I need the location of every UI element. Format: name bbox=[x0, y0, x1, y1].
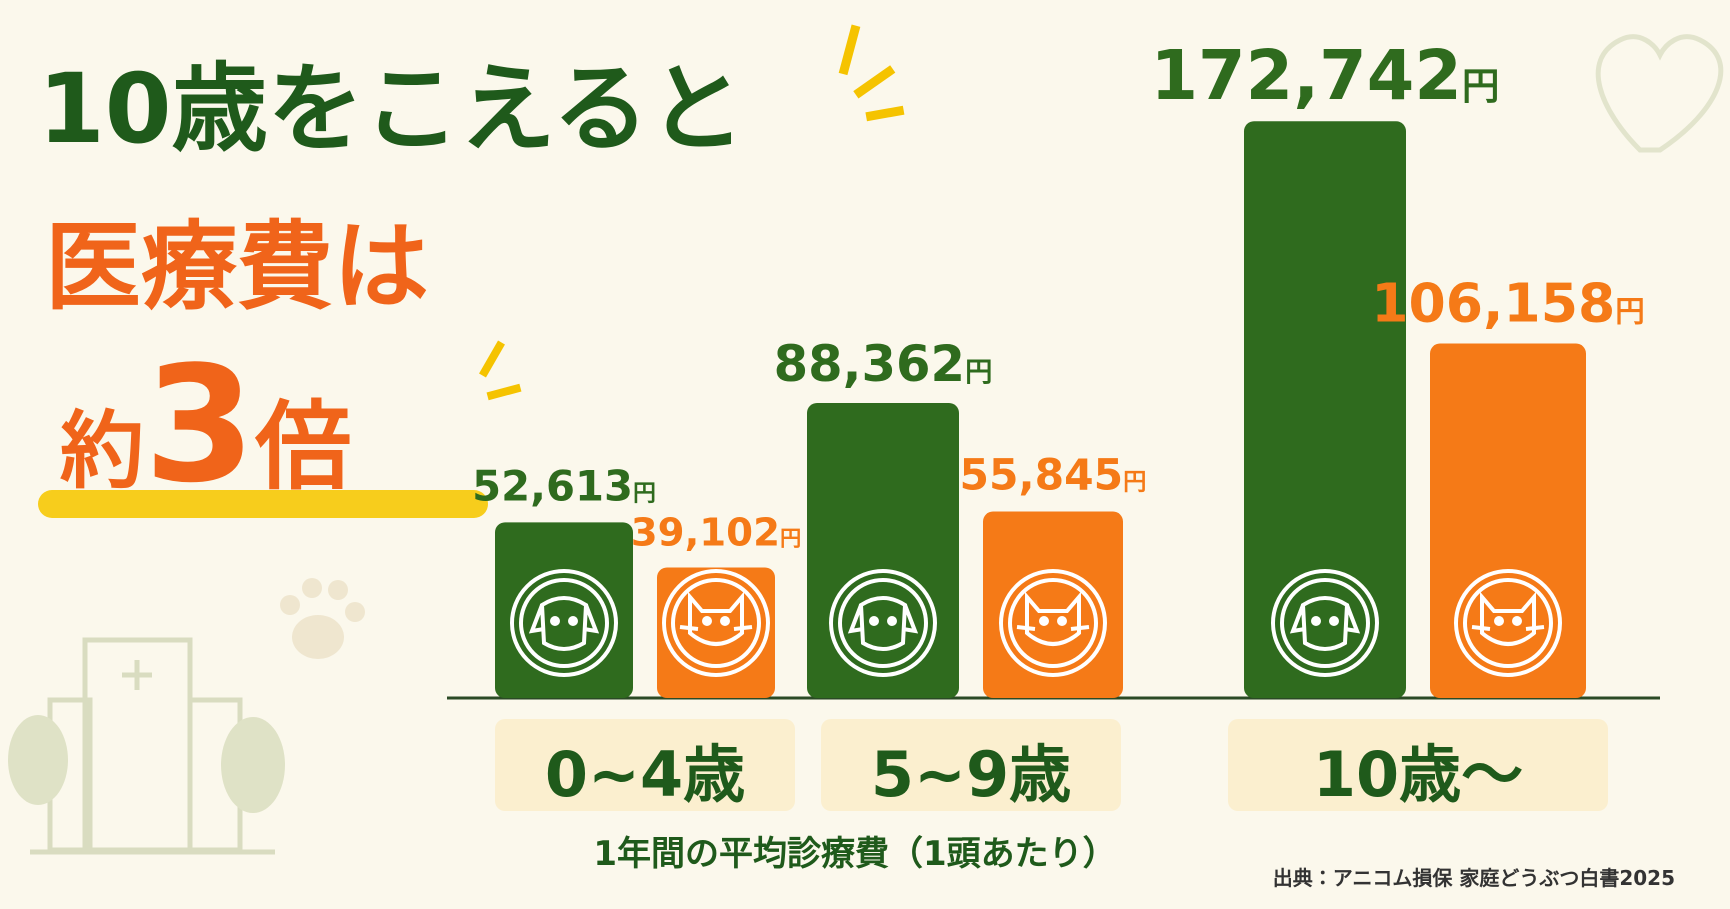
x-tick-label: 10歳～ bbox=[1313, 738, 1523, 811]
paw-decoration bbox=[280, 578, 365, 659]
value-label: 106,158円 bbox=[1371, 272, 1645, 335]
icon-whisker bbox=[1471, 625, 1545, 631]
icon-ring bbox=[662, 569, 770, 677]
icon-face bbox=[858, 596, 908, 651]
highlight-underline bbox=[38, 490, 488, 518]
icon-eye bbox=[568, 616, 578, 626]
x-tick-label: 0~4歳 bbox=[545, 738, 745, 811]
icon-ring bbox=[1008, 578, 1098, 668]
tree-decoration bbox=[8, 715, 285, 813]
icon-eye bbox=[550, 616, 560, 626]
value-label: 55,845円 bbox=[960, 452, 1147, 501]
icon-whisker bbox=[679, 625, 753, 631]
icon-ear bbox=[528, 604, 600, 634]
category-box bbox=[821, 719, 1121, 811]
icon-face bbox=[688, 591, 744, 646]
dog-icon bbox=[829, 569, 937, 677]
icon-eye bbox=[1512, 616, 1522, 626]
icon-eye bbox=[1039, 616, 1049, 626]
icon-face bbox=[1025, 591, 1081, 646]
icon-eye bbox=[1311, 616, 1321, 626]
dog-icon bbox=[1271, 569, 1379, 677]
icon-ear bbox=[1289, 604, 1361, 634]
cat-icon bbox=[999, 569, 1107, 677]
icon-ring bbox=[1271, 569, 1379, 677]
cat-icon bbox=[1454, 569, 1562, 677]
bar bbox=[807, 402, 959, 698]
icon-whisker bbox=[1016, 625, 1090, 631]
highlight-part: 3 bbox=[144, 331, 255, 518]
title-line: 医療費は bbox=[45, 211, 429, 323]
icon-ring bbox=[671, 578, 761, 668]
highlight-text: 約3倍 bbox=[60, 331, 351, 518]
icon-eye bbox=[869, 616, 879, 626]
icon-ring bbox=[519, 578, 609, 668]
category-box bbox=[495, 719, 795, 811]
bar bbox=[495, 522, 633, 698]
icon-eye bbox=[1329, 616, 1339, 626]
highlight-part: 約 bbox=[60, 402, 144, 500]
icon-ring bbox=[510, 569, 618, 677]
title-line: 10歳をこえると bbox=[38, 53, 745, 165]
bar bbox=[1244, 121, 1406, 699]
cat-icon bbox=[662, 569, 770, 677]
value-label: 88,362円 bbox=[774, 335, 993, 393]
x-tick-label: 5~9歳 bbox=[871, 738, 1071, 811]
icon-ring bbox=[1280, 578, 1370, 668]
icon-face bbox=[539, 596, 589, 651]
dog-icon bbox=[510, 569, 618, 677]
icon-eye bbox=[702, 616, 712, 626]
icon-eye bbox=[887, 616, 897, 626]
category-box bbox=[1228, 719, 1608, 811]
icon-eye bbox=[720, 616, 730, 626]
bar bbox=[983, 511, 1123, 698]
icon-ear bbox=[847, 604, 919, 634]
x-axis-label: 1年間の平均診療費（1頭あたり） bbox=[593, 834, 1116, 874]
value-label: 52,613円 bbox=[472, 461, 656, 510]
icon-ring bbox=[1454, 569, 1562, 677]
value-label: 172,742円 bbox=[1150, 37, 1499, 116]
icon-eye bbox=[1494, 616, 1504, 626]
icon-ring bbox=[838, 578, 928, 668]
value-label: 39,102円 bbox=[631, 510, 802, 555]
heart-decoration bbox=[1595, 34, 1724, 153]
icon-ring bbox=[829, 569, 937, 677]
icon-ring bbox=[1463, 578, 1553, 668]
spark-decoration bbox=[479, 24, 905, 401]
highlight-part: 倍 bbox=[254, 391, 351, 503]
source: 出典：アニコム損保 家庭どうぶつ白書2025 bbox=[1273, 866, 1675, 890]
icon-face bbox=[1480, 591, 1536, 646]
icon-face bbox=[1300, 596, 1350, 651]
icon-eye bbox=[1057, 616, 1067, 626]
icon-ring bbox=[999, 569, 1107, 677]
